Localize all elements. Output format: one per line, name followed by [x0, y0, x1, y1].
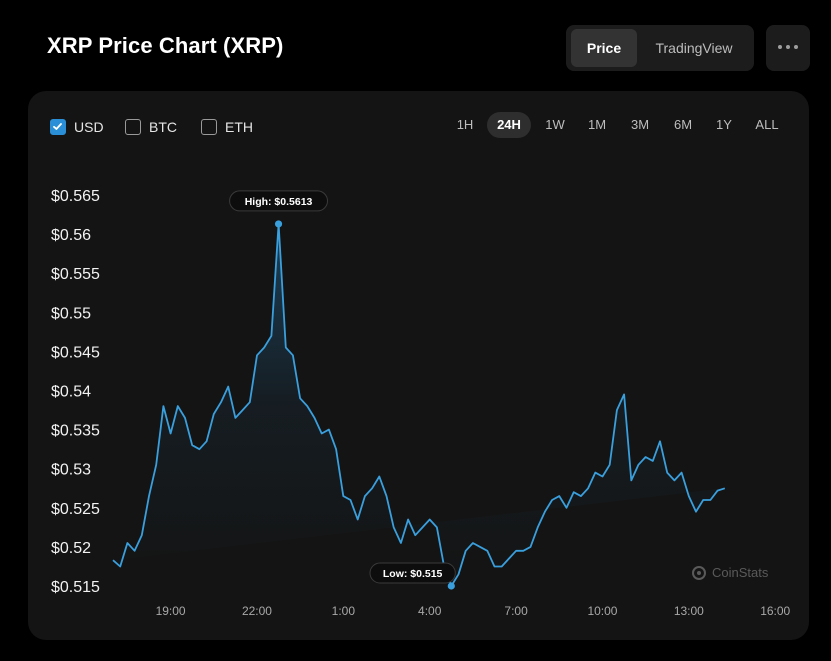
chart-card: USD BTC ETH 1H 24H 1W 1M 3M 6M 1Y ALL $0… [28, 91, 809, 640]
low-marker: Low: $0.515 [369, 562, 456, 590]
y-tick-label: $0.53 [51, 462, 91, 479]
x-tick-label: 22:00 [242, 604, 272, 618]
high-label: High: $0.5613 [245, 196, 313, 208]
y-tick-label: $0.545 [51, 344, 100, 361]
x-tick-label: 10:00 [587, 604, 617, 618]
coinstats-logo-icon [692, 565, 706, 580]
range-1h-button[interactable]: 1H [456, 117, 474, 132]
range-1m-button[interactable]: 1M [587, 117, 607, 132]
y-tick-label: $0.56 [51, 227, 91, 244]
y-tick-label: $0.55 [51, 305, 91, 322]
low-tooltip [369, 562, 456, 584]
x-tick-label: 1:00 [332, 604, 356, 618]
high-tooltip [229, 190, 329, 212]
eth-label: ETH [225, 119, 253, 135]
price-line [112, 223, 726, 587]
watermark-text: CoinStats [712, 565, 769, 580]
x-tick-label: 4:00 [418, 604, 442, 618]
y-tick-label: $0.555 [51, 266, 100, 283]
y-tick-label: $0.54 [51, 384, 91, 401]
view-switch: Price TradingView [566, 25, 754, 71]
low-point [447, 582, 455, 590]
y-tick-label: $0.52 [51, 540, 91, 557]
y-tick-label: $0.515 [51, 579, 100, 596]
y-tick-label: $0.525 [51, 501, 100, 518]
more-dots-icon [778, 45, 798, 51]
x-tick-label: 19:00 [156, 604, 186, 618]
usd-checkbox[interactable]: USD [50, 118, 104, 136]
range-1y-button[interactable]: 1Y [716, 117, 732, 132]
range-6m-button[interactable]: 6M [673, 117, 693, 132]
x-tick-label: 7:00 [504, 604, 528, 618]
btc-label: BTC [149, 119, 177, 135]
high-marker: High: $0.5613 [229, 190, 329, 228]
high-point [274, 220, 283, 228]
price-view-button[interactable]: Price [571, 29, 637, 67]
usd-label: USD [74, 119, 104, 135]
tradingview-view-button[interactable]: TradingView [655, 40, 733, 56]
y-tick-label: $0.565 [51, 188, 100, 205]
btc-checkbox[interactable]: BTC [125, 118, 177, 136]
y-tick-label: $0.535 [51, 423, 100, 440]
more-options-button[interactable] [766, 25, 810, 71]
range-3m-button[interactable]: 3M [630, 117, 650, 132]
range-1w-button[interactable]: 1W [545, 117, 565, 132]
checkbox-checked-icon [50, 119, 66, 135]
x-tick-label: 16:00 [760, 604, 790, 618]
coinstats-watermark: CoinStats [692, 565, 768, 580]
page-title: XRP Price Chart (XRP) [47, 33, 284, 58]
price-area [113, 223, 725, 586]
checkbox-empty-icon [125, 119, 141, 135]
price-chart: $0.565 $0.56 $0.555 $0.55 $0.545 $0.54 $0.535 $… [51, 188, 791, 618]
range-24h-button[interactable]: 24H [487, 112, 531, 138]
eth-checkbox[interactable]: ETH [201, 118, 253, 136]
range-all-button[interactable]: ALL [755, 117, 779, 132]
checkbox-empty-icon [201, 119, 217, 135]
x-tick-label: 13:00 [674, 604, 704, 618]
low-label: Low: $0.515 [383, 568, 443, 580]
